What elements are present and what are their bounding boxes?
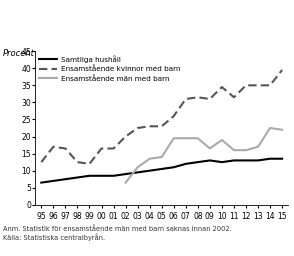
Text: Procent: Procent (3, 49, 35, 58)
Text: Anm. Statistik för ensamstående män med barn saknas innan 2002.
Källa: Statistis: Anm. Statistik för ensamstående män med … (3, 225, 232, 241)
Legend: Samtliga hushåll, Ensamstående kvinnor med barn, Ensamstående män med barn: Samtliga hushåll, Ensamstående kvinnor m… (39, 55, 180, 82)
Text: Diagram 3.4 Andelen hushåll med låg ekonomisk standard
1995–2015: Diagram 3.4 Andelen hushåll med låg ekon… (6, 12, 294, 34)
